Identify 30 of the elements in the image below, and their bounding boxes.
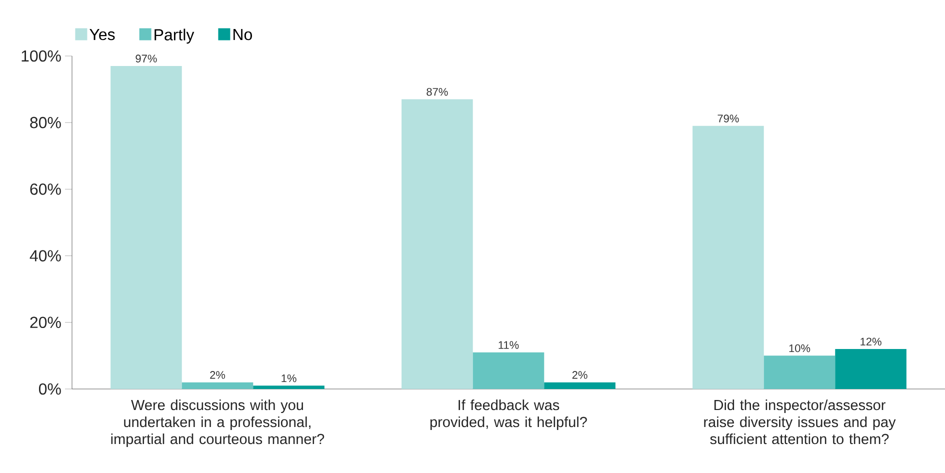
legend-label: No (234, 29, 252, 40)
y-tick-label: 80% (30, 116, 61, 128)
bar (182, 382, 254, 389)
data-label: 1% (282, 374, 296, 382)
bar (253, 386, 324, 389)
y-tick-label: 100% (22, 50, 61, 62)
bar (110, 66, 182, 389)
y-tick-label: 60% (30, 184, 61, 195)
x-tick-label: Were discussions with you undertaken in a professional, impartial and courteous manner? (111, 400, 324, 448)
bar (544, 382, 616, 389)
bar (764, 356, 836, 389)
y-tick-label: 0% (38, 383, 61, 395)
y-tick-label: 20% (30, 316, 61, 328)
bar (835, 349, 906, 389)
x-tick-label: If feedback was provided, was it helpful? (430, 400, 587, 430)
data-label: 2% (210, 371, 226, 379)
bar (402, 99, 473, 389)
bar (472, 352, 544, 389)
bar (692, 126, 764, 389)
data-label: 12% (860, 338, 882, 346)
y-tick-label: 40% (30, 250, 61, 262)
legend-label: Partly (154, 28, 194, 44)
data-label: 11% (498, 341, 519, 349)
x-tick-label: Did the inspector/assessor raise diversity issues and pay sufficient attention to them? (704, 400, 896, 444)
data-label: 97% (136, 54, 157, 62)
data-label: 10% (789, 344, 810, 352)
data-label: 87% (426, 88, 448, 96)
data-label: 79% (718, 114, 739, 122)
legend-label: Yes (90, 29, 115, 40)
data-label: 2% (572, 371, 588, 379)
